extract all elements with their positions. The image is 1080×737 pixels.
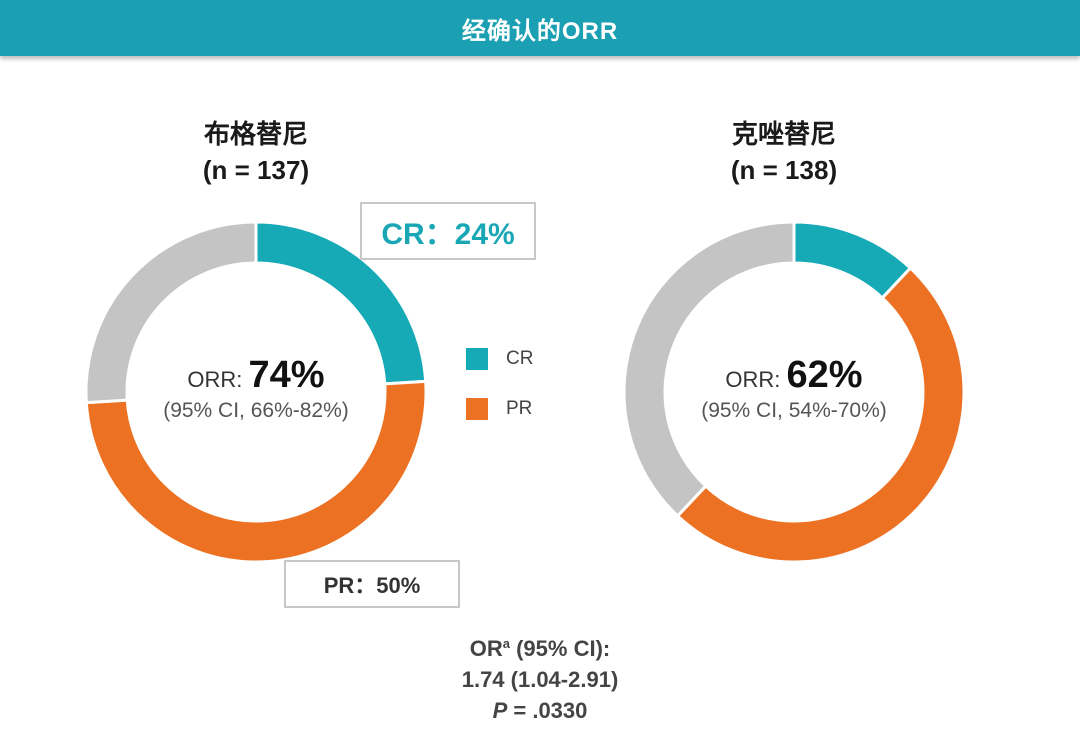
legend-swatch-cr — [466, 348, 488, 370]
group-label-right: 克唑替尼 (n = 138) — [664, 116, 904, 188]
orr-value-right: 62% — [786, 354, 863, 396]
group-n-right: (n = 138) — [730, 155, 838, 185]
donut-chart-left — [84, 220, 428, 564]
ci-right: (95% CI, 54%-70%) — [701, 399, 887, 422]
group-name-right: 克唑替尼 — [731, 119, 836, 149]
odds-ratio-value: 1.74 (1.04-2.91) — [461, 667, 619, 692]
p-label: P — [492, 698, 508, 723]
donut-slice-left-pr — [84, 379, 428, 564]
or-ci-label: (95% CI): — [509, 636, 611, 661]
group-n-left: (n = 137) — [202, 155, 310, 185]
legend: CR PR — [466, 334, 533, 434]
callout-pr-label: PR：50% — [323, 573, 421, 598]
orr-value-left: 74% — [248, 354, 325, 396]
group-label-left: 布格替尼 (n = 137) — [136, 116, 376, 188]
p-value: = .0330 — [507, 698, 588, 723]
orr-label-right: ORR: — [725, 367, 787, 392]
legend-label-pr: PR — [506, 398, 533, 419]
orr-line-right: ORR: 62% — [674, 354, 914, 397]
legend-item-pr: PR — [466, 384, 533, 434]
donut-slice-right-pr — [675, 265, 966, 564]
donut-center-right: ORR: 62% (95% CI, 54%-70%) — [674, 354, 914, 423]
callout-cr: CR：24% — [360, 202, 536, 260]
donut-slice-right-other — [622, 220, 796, 519]
p-value-line: P = .0330 — [380, 695, 700, 726]
or-superscript: a — [502, 636, 510, 651]
donut-slice-left-other — [84, 220, 258, 405]
legend-item-cr: CR — [466, 334, 533, 384]
callout-cr-label: CR：24% — [381, 218, 515, 251]
callout-pr: PR：50% — [284, 560, 460, 608]
group-name-left: 布格替尼 — [203, 119, 308, 149]
or-label: OR — [469, 636, 503, 661]
odds-ratio-stats: ORa (95% CI): 1.74 (1.04-2.91) P = .0330 — [380, 628, 700, 726]
header-bar: 经确认的ORR — [0, 0, 1080, 56]
odds-ratio-label-line: ORa (95% CI): — [380, 628, 700, 664]
legend-label-cr: CR — [506, 348, 534, 369]
orr-label-left: ORR: — [187, 367, 249, 392]
ci-left: (95% CI, 66%-82%) — [163, 399, 349, 422]
donut-center-left: ORR: 74% (95% CI, 66%-82%) — [136, 354, 376, 423]
legend-swatch-pr — [466, 398, 488, 420]
page-title: 经确认的ORR — [461, 17, 619, 45]
orr-line-left: ORR: 74% — [136, 354, 376, 397]
donut-chart-right — [622, 220, 966, 564]
